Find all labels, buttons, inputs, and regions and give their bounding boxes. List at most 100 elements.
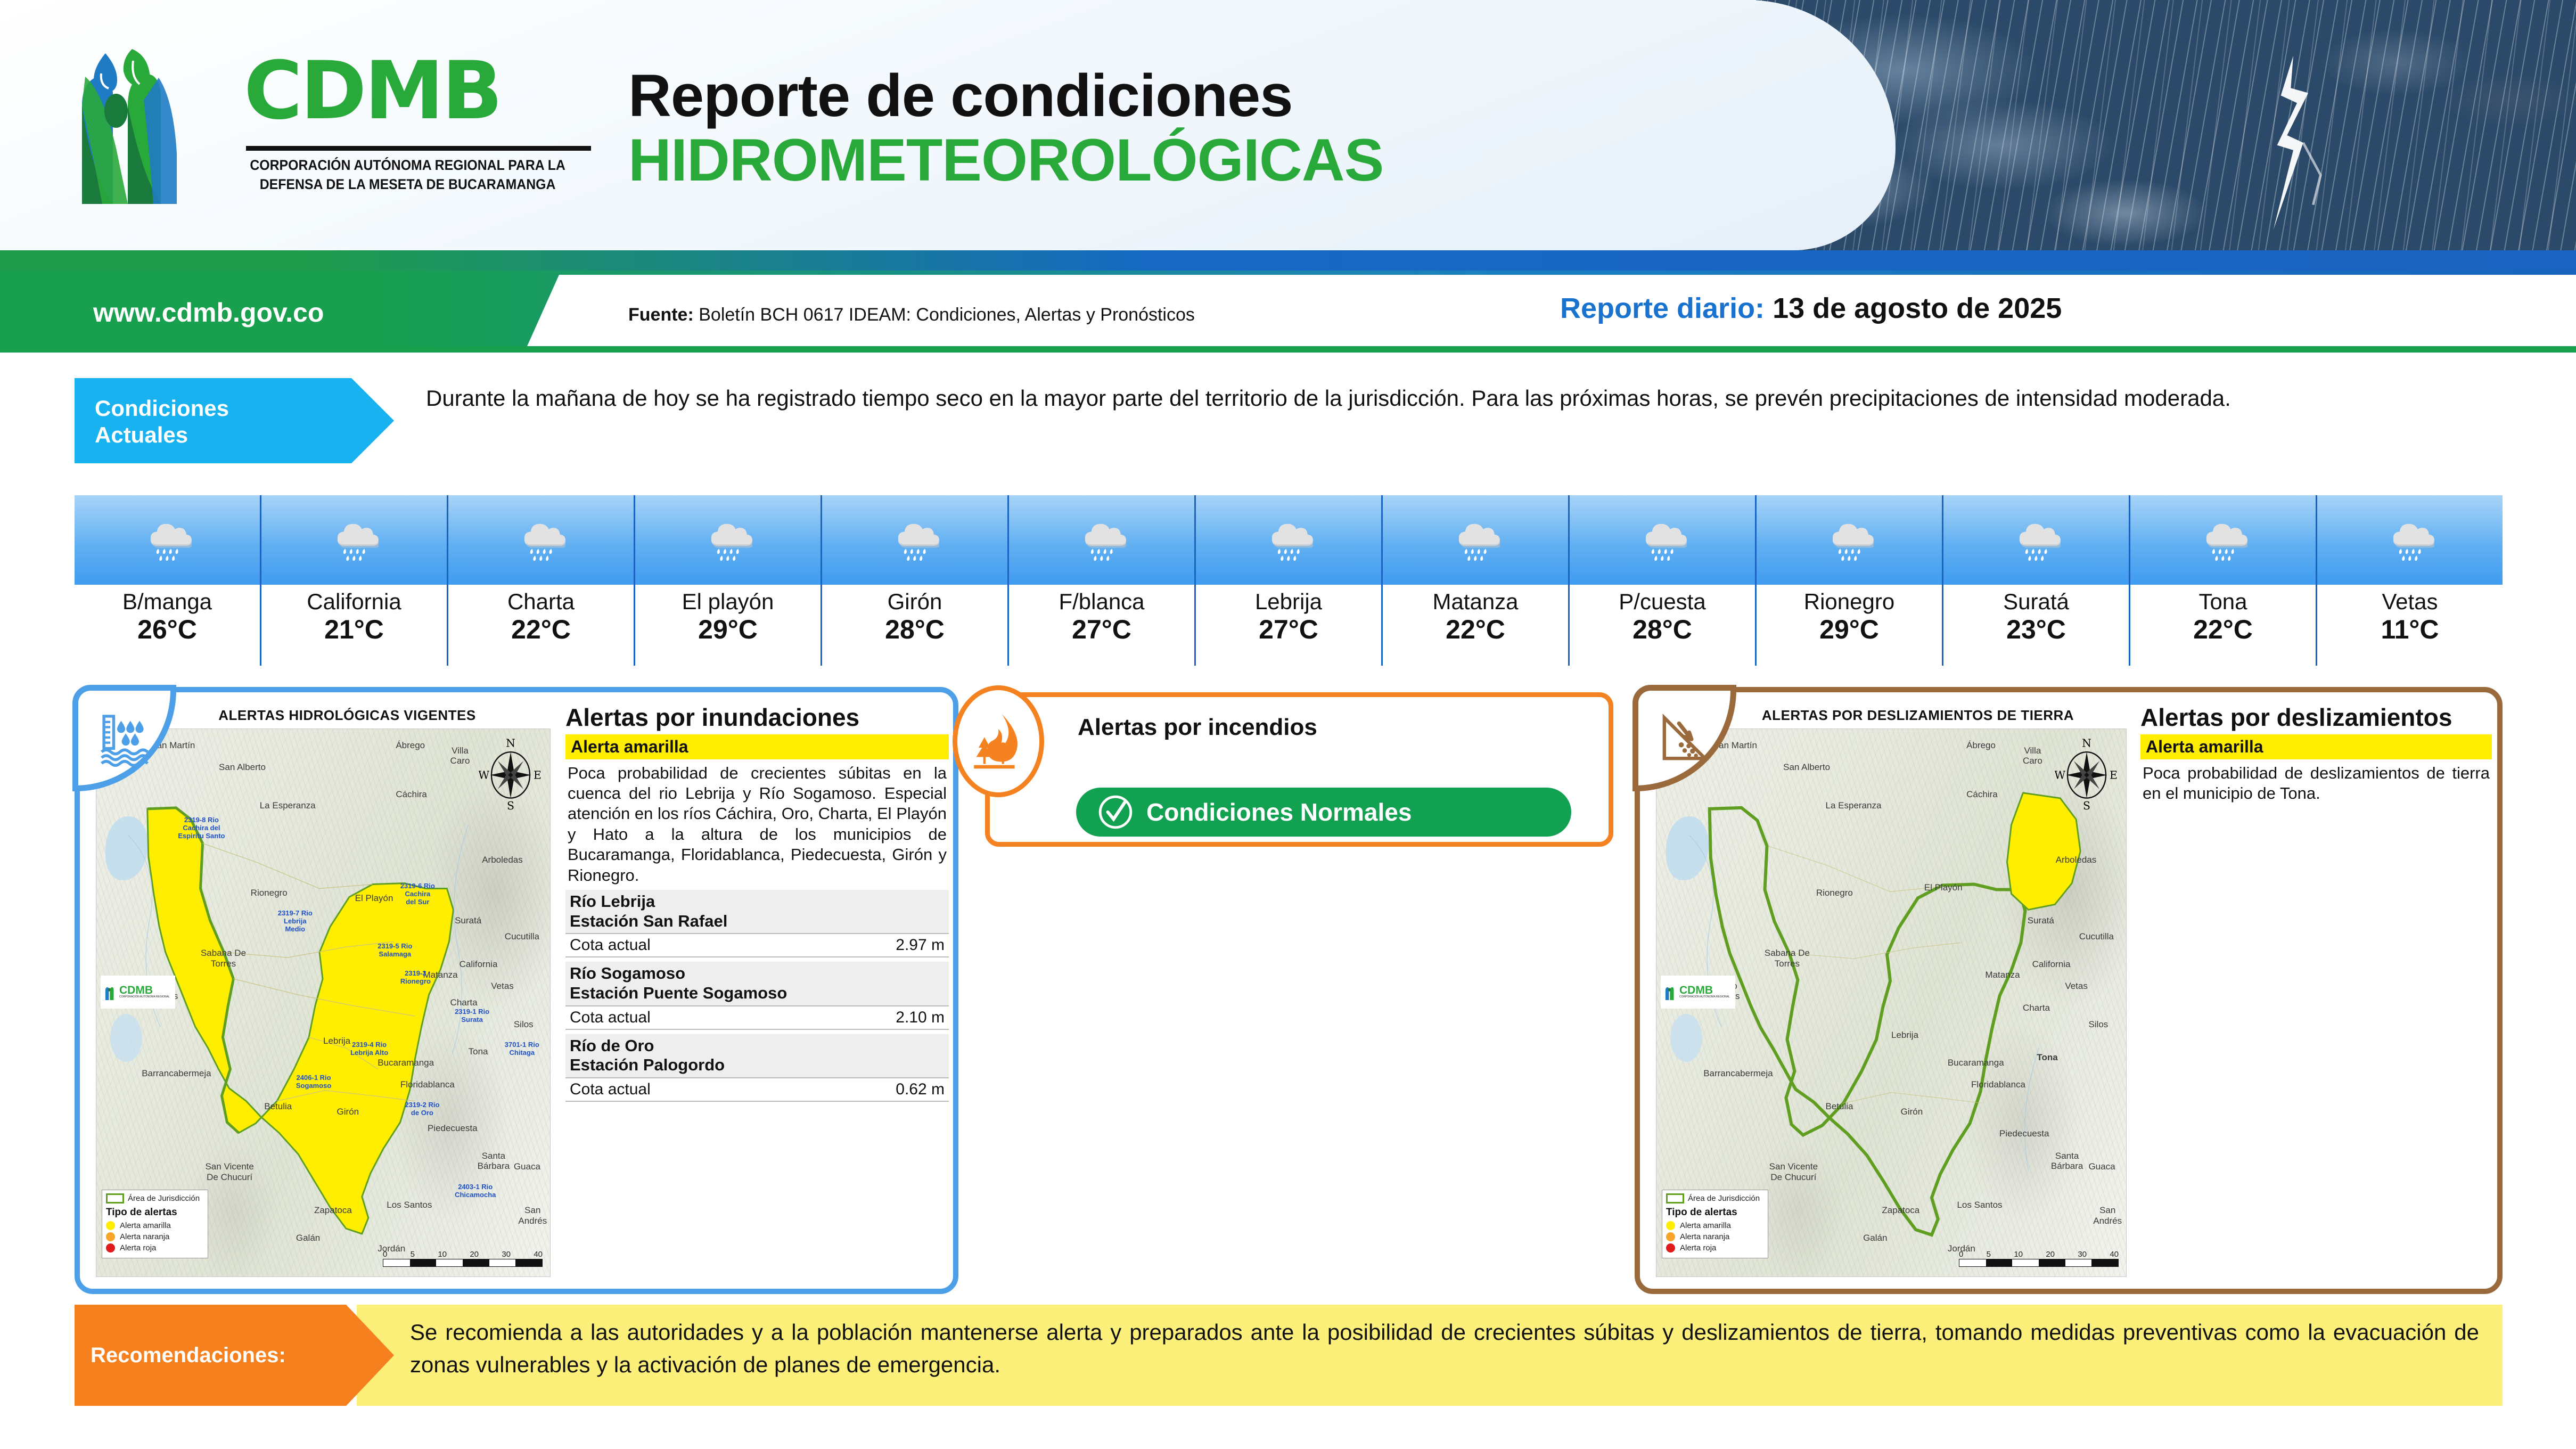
rain-cloud-icon [711, 523, 752, 561]
weather-city-temp: 28°C [885, 615, 945, 645]
weather-cell: Matanza 22°C [1383, 495, 1570, 666]
weather-cell: Rionegro 29°C [1757, 495, 1943, 666]
legend-jurisdiction: Área de Jurisdicción [1666, 1193, 1764, 1204]
current-conditions-tag-line2: Actuales [95, 422, 188, 447]
legend-item: Alerta naranja [106, 1232, 204, 1241]
legend-dot-red [1666, 1243, 1675, 1252]
website-link[interactable]: www.cdmb.gov.co [93, 298, 324, 328]
legend-jurisdiction-swatch [106, 1193, 124, 1204]
map-legend: Área de Jurisdicción Tipo de alertas Ale… [1662, 1190, 1768, 1258]
legend-item: Alerta roja [106, 1243, 204, 1252]
legend-item: Alerta amarilla [106, 1221, 204, 1230]
current-conditions-section: Condiciones Actuales Durante la mañana d… [75, 378, 2503, 463]
station-row: Cota actual 2.97 m [565, 934, 949, 958]
lightning-bolt-icon [2274, 56, 2323, 230]
report-date-value: 13 de agosto de 2025 [1773, 292, 2062, 324]
weather-strip: B/manga 26°C California 21°C [75, 495, 2503, 666]
flood-alert-polygon [128, 806, 469, 1235]
weather-icon-box [75, 495, 260, 585]
source-text: Boletín BCH 0617 IDEAM: Condiciones, Ale… [699, 305, 1195, 325]
station-label: Estación Palogordo [570, 1055, 725, 1075]
rain-cloud-icon [524, 523, 565, 561]
fire-alert-heading: Alertas por incendios [1078, 714, 1317, 740]
report-title-line1: Reporte de condiciones [628, 62, 1293, 129]
scale-tick: 5 [410, 1250, 415, 1259]
weather-city-temp: 26°C [137, 615, 197, 645]
legend-label: Alerta amarilla [120, 1221, 171, 1230]
weather-cell: Girón 28°C [822, 495, 1009, 666]
weather-label-box: B/manga 26°C [75, 585, 260, 666]
flood-map[interactable]: ALERTAS HIDROLÓGICAS VIGENTES [92, 704, 555, 1284]
fire-status-badge: Condiciones Normales [1076, 788, 1571, 837]
weather-icon-box [448, 495, 634, 585]
ribbon-bottom-edge [0, 346, 2576, 353]
legend-label: Alerta naranja [1680, 1232, 1730, 1241]
legend-label: Alerta naranja [120, 1232, 170, 1241]
forest-fire-icon [953, 685, 1044, 797]
logo-divider [246, 146, 591, 151]
weather-label-box: Suratá 23°C [1943, 585, 2129, 666]
fire-alerts-panel: Alertas por incendios Condiciones Normal… [953, 685, 1613, 847]
weather-cell: California 21°C [261, 495, 448, 666]
storm-photo [1756, 0, 2576, 250]
map-legend: Área de Jurisdicción Tipo de alertas Ale… [102, 1190, 208, 1258]
map-scale-bar: 0 5 10 20 30 40 [1959, 1250, 2119, 1267]
weather-label-box: Lebrija 27°C [1196, 585, 1381, 666]
scale-tick: 5 [1986, 1250, 1991, 1259]
scale-tick: 0 [383, 1250, 388, 1259]
station-river: Río Lebrija [570, 892, 655, 911]
scale-ticks: 0 5 10 20 30 40 [383, 1250, 543, 1259]
landslide-alert-level-badge: Alerta amarilla [2140, 734, 2492, 759]
compass-rose-icon: N S E W [2055, 737, 2118, 811]
weather-label-box: F/blanca 27°C [1009, 585, 1194, 666]
station-value: 0.62 m [896, 1080, 945, 1098]
scale-tick: 20 [2046, 1250, 2055, 1259]
weather-city-name: Rionegro [1803, 589, 1895, 614]
scale-tick: 10 [2014, 1250, 2023, 1259]
flood-map-title: ALERTAS HIDROLÓGICAS VIGENTES [218, 707, 476, 723]
station-metric: Cota actual [570, 1008, 651, 1026]
weather-label-box: Girón 28°C [822, 585, 1007, 666]
landslide-map[interactable]: ALERTAS POR DESLIZAMIENTOS DE TIERRA [1652, 704, 2131, 1284]
svg-text:W: W [2055, 769, 2065, 782]
station-label: Estación Puente Sogamoso [570, 983, 787, 1002]
report-date-line: Reporte diario: 13 de agosto de 2025 [1560, 292, 2062, 325]
weather-city-temp: 27°C [1259, 615, 1318, 645]
weather-icon-box [2317, 495, 2503, 585]
alerts-panels: ALERTAS HIDROLÓGICAS VIGENTES [0, 676, 2576, 1294]
station-river: Río de Oro [570, 1036, 654, 1055]
rain-cloud-icon [1832, 523, 1874, 561]
scale-tick: 30 [502, 1250, 511, 1259]
flood-alert-info: Alertas por inundaciones Alerta amarilla… [565, 704, 949, 1102]
rain-cloud-icon [1458, 523, 1500, 561]
weather-city-temp: 22°C [511, 615, 571, 645]
weather-city-name: Vetas [2382, 589, 2438, 614]
legend-item: Alerta amarilla [1666, 1221, 1764, 1230]
weather-cell: P/cuesta 28°C [1570, 495, 1757, 666]
legend-jurisdiction-label: Área de Jurisdicción [1688, 1194, 1760, 1203]
legend-dot-orange [106, 1232, 115, 1241]
legend-label: Alerta amarilla [1680, 1221, 1731, 1230]
weather-label-box: Matanza 22°C [1383, 585, 1568, 666]
weather-label-box: Vetas 11°C [2317, 585, 2503, 666]
rain-cloud-icon [898, 523, 939, 561]
legend-dot-orange [1666, 1232, 1675, 1241]
weather-city-temp: 23°C [2006, 615, 2066, 645]
weather-label-box: Rionegro 29°C [1757, 585, 1942, 666]
flood-alert-heading: Alertas por inundaciones [565, 703, 860, 731]
weather-label-box: Charta 22°C [448, 585, 634, 666]
weather-icon-box [1570, 495, 1755, 585]
logo-subtitle: CORPORACIÓN AUTÓNOMA REGIONAL PARA LA DE… [250, 157, 565, 193]
weather-city-temp: 27°C [1072, 615, 1131, 645]
weather-label-box: Tona 22°C [2130, 585, 2316, 666]
flood-alerts-panel: ALERTAS HIDROLÓGICAS VIGENTES [72, 685, 958, 1294]
current-conditions-tag-line1: Condiciones [95, 396, 229, 421]
legend-dot-red [106, 1243, 115, 1252]
rain-cloud-icon [1645, 523, 1687, 561]
weather-city-name: Charta [507, 589, 575, 614]
rain-cloud-icon [2019, 523, 2061, 561]
weather-city-temp: 28°C [1632, 615, 1692, 645]
weather-icon-box [822, 495, 1007, 585]
weather-label-box: California 21°C [261, 585, 447, 666]
weather-city-temp: 21°C [324, 615, 384, 645]
